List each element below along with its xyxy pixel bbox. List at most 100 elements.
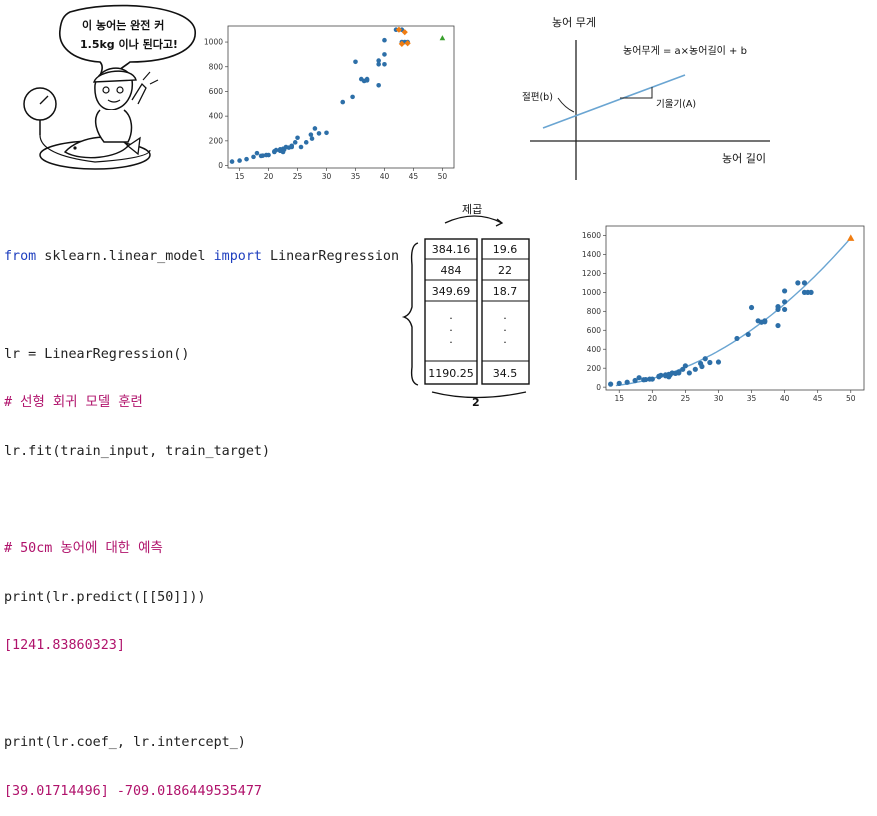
data-point (295, 135, 300, 141)
speech-bubble-line-2: 1.5kg 이나 된다고! (80, 38, 178, 51)
x-tick-label: 45 (409, 172, 419, 181)
data-point (273, 147, 279, 153)
data-point (254, 150, 260, 156)
data-point (316, 131, 322, 136)
data-point (251, 154, 256, 160)
data-point (376, 82, 381, 88)
data-point (649, 376, 655, 382)
matrix-grid: 384.16 484 349.69... 1190.25 19.6 22 18.7... 34… (401, 215, 530, 399)
y-tick-label: 800 (209, 62, 224, 71)
x-tick-label: 20 (648, 394, 658, 403)
matrix-cell-length: 19.6 (493, 243, 518, 256)
data-point (762, 319, 768, 325)
y-tick-label: 400 (587, 345, 602, 354)
data-point (755, 318, 761, 324)
data-point (801, 280, 808, 286)
data-point (775, 322, 781, 329)
data-point (658, 372, 664, 378)
x-tick-label: 50 (846, 394, 856, 403)
data-point (808, 289, 814, 295)
data-point (298, 144, 304, 150)
x-tick-label: 40 (780, 394, 790, 403)
matrix-cell-length: 22 (498, 264, 512, 277)
speech-bubble-line-1: 이 농어는 완전 커 (82, 19, 165, 32)
data-point (782, 306, 788, 313)
data-point (734, 335, 740, 342)
diagram-equation: 농어무게 = a×농어길이 + b (623, 46, 747, 57)
code-comment-train: # 선형 회귀 모델 훈련 (4, 395, 143, 411)
data-point (312, 126, 318, 131)
y-tick-label: 1600 (582, 231, 601, 240)
data-point (260, 153, 266, 158)
x-tick-label: 25 (681, 394, 691, 403)
code-output-predict: [1241.83860323] (4, 638, 125, 654)
data-point (782, 299, 788, 305)
matrix-bottom-label: 2 (472, 396, 480, 409)
data-point (715, 359, 722, 365)
y-tick-label: 200 (209, 136, 224, 145)
data-point (682, 363, 688, 369)
matrix-cell-length: . (503, 321, 507, 334)
code-line-create-model: lr = LinearRegression() (4, 346, 190, 362)
data-point (376, 61, 381, 67)
diagram-axes (530, 40, 770, 180)
y-tick-label: 0 (218, 161, 223, 170)
data-point (702, 356, 708, 362)
matrix-sketch: 384.16 484 349.69... 1190.25 19.6 22 18.7... 34… (400, 195, 550, 410)
matrix-cell-square: 1190.25 (428, 367, 474, 380)
data-point (308, 132, 314, 137)
cartoon-illustration: 이 농어는 완전 커 1.5kg 이나 된다고! (0, 0, 200, 185)
code-line-import: from sklearn.linear_model import LinearR… (4, 249, 400, 265)
matrix-cell-length: 18.7 (493, 285, 518, 298)
data-point (643, 376, 649, 383)
x-tick-label: 30 (322, 172, 332, 181)
x-tick-label: 40 (380, 172, 390, 181)
x-tick-label: 20 (264, 172, 274, 181)
code-line-coef: print(lr.coef_, lr.intercept_) (4, 735, 246, 751)
linear-equation-diagram: 농어 무게 농어무게 = a×농어길이 + b 절편(b) 기울기(A) 농어 … (470, 0, 877, 190)
y-tick-label: 0 (596, 383, 601, 392)
fisherman-illustration (23, 4, 196, 170)
data-point (686, 370, 692, 376)
matrix-cell-square: . (449, 321, 453, 334)
predicted-point (847, 234, 855, 241)
query-point (439, 35, 446, 41)
y-tick-label: 1400 (582, 250, 601, 259)
data-point (699, 363, 705, 370)
top-scatter-chart: 15 20 25 30 35 40 45 50 0 200 400 600 800 1000 (204, 25, 455, 181)
code-output-coef: [39.01714496] -709.0186449535477 (4, 784, 262, 800)
data-point (353, 59, 358, 65)
data-point (340, 99, 346, 105)
y-tick-label: 1200 (582, 269, 601, 278)
matrix-cell-square: 349.69 (432, 285, 471, 298)
plot-frame (605, 225, 865, 391)
matrix-cell-square: . (449, 333, 453, 346)
data-point (616, 380, 622, 386)
y-tick-label: 800 (587, 307, 602, 316)
diagram-intercept-label: 절편(b) (522, 92, 553, 103)
data-point (376, 58, 381, 63)
data-point (636, 375, 642, 381)
y-tick-label: 600 (209, 87, 224, 96)
data-point (358, 76, 364, 82)
y-tick-label: 400 (209, 112, 224, 121)
code-line-predict: print(lr.predict([[50]])) (4, 589, 206, 605)
y-tick-label: 200 (587, 364, 602, 373)
data-point (309, 136, 315, 141)
data-point (745, 331, 751, 338)
data-point (608, 381, 614, 387)
matrix-cell-length: . (503, 333, 507, 346)
data-point (382, 37, 387, 43)
matrix-cell-length: . (503, 309, 507, 322)
data-point (632, 377, 638, 384)
data-point (364, 78, 370, 83)
data-point (782, 288, 788, 294)
data-point (303, 140, 309, 145)
neighbor-point (401, 29, 408, 36)
diagram-slope-label: 기울기(A) (656, 99, 697, 110)
data-point (692, 366, 698, 372)
x-tick-label: 35 (747, 394, 757, 403)
matrix-cell-square: . (449, 309, 453, 322)
x-tick-label: 35 (351, 172, 361, 181)
plot-frame (227, 25, 455, 169)
